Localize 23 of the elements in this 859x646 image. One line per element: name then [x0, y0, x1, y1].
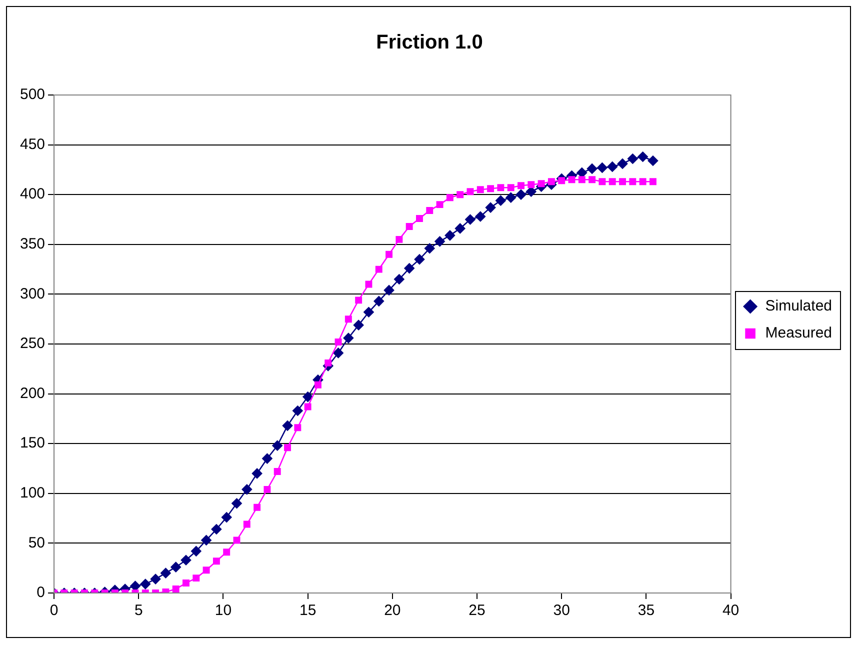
legend-label: Measured — [765, 324, 832, 342]
x-tick-label: 30 — [553, 602, 570, 620]
x-tick-label: 35 — [638, 602, 655, 620]
y-tick-label: 0 — [36, 584, 46, 602]
x-tick-label: 20 — [384, 602, 401, 620]
x-tick-label: 15 — [299, 602, 316, 620]
y-tick-label: 200 — [20, 384, 46, 402]
y-tick-label: 250 — [20, 335, 46, 352]
y-tick-label: 300 — [20, 285, 46, 302]
x-tick-label: 25 — [468, 602, 486, 620]
y-tick-label: 400 — [20, 186, 46, 203]
x-tick-label: 5 — [134, 602, 143, 620]
legend-label: Simulated — [765, 298, 832, 315]
chart-title: Friction 1.0 — [376, 32, 483, 54]
y-tick-label: 500 — [20, 86, 46, 104]
x-tick-label: 10 — [214, 602, 232, 620]
y-tick-label: 50 — [28, 534, 46, 552]
y-tick-label: 350 — [20, 236, 46, 253]
x-tick-label: 40 — [722, 602, 740, 620]
y-tick-label: 100 — [20, 484, 46, 502]
y-tick-label: 450 — [20, 136, 46, 153]
y-tick-label: 150 — [20, 434, 46, 452]
x-tick-label: 0 — [50, 602, 58, 620]
